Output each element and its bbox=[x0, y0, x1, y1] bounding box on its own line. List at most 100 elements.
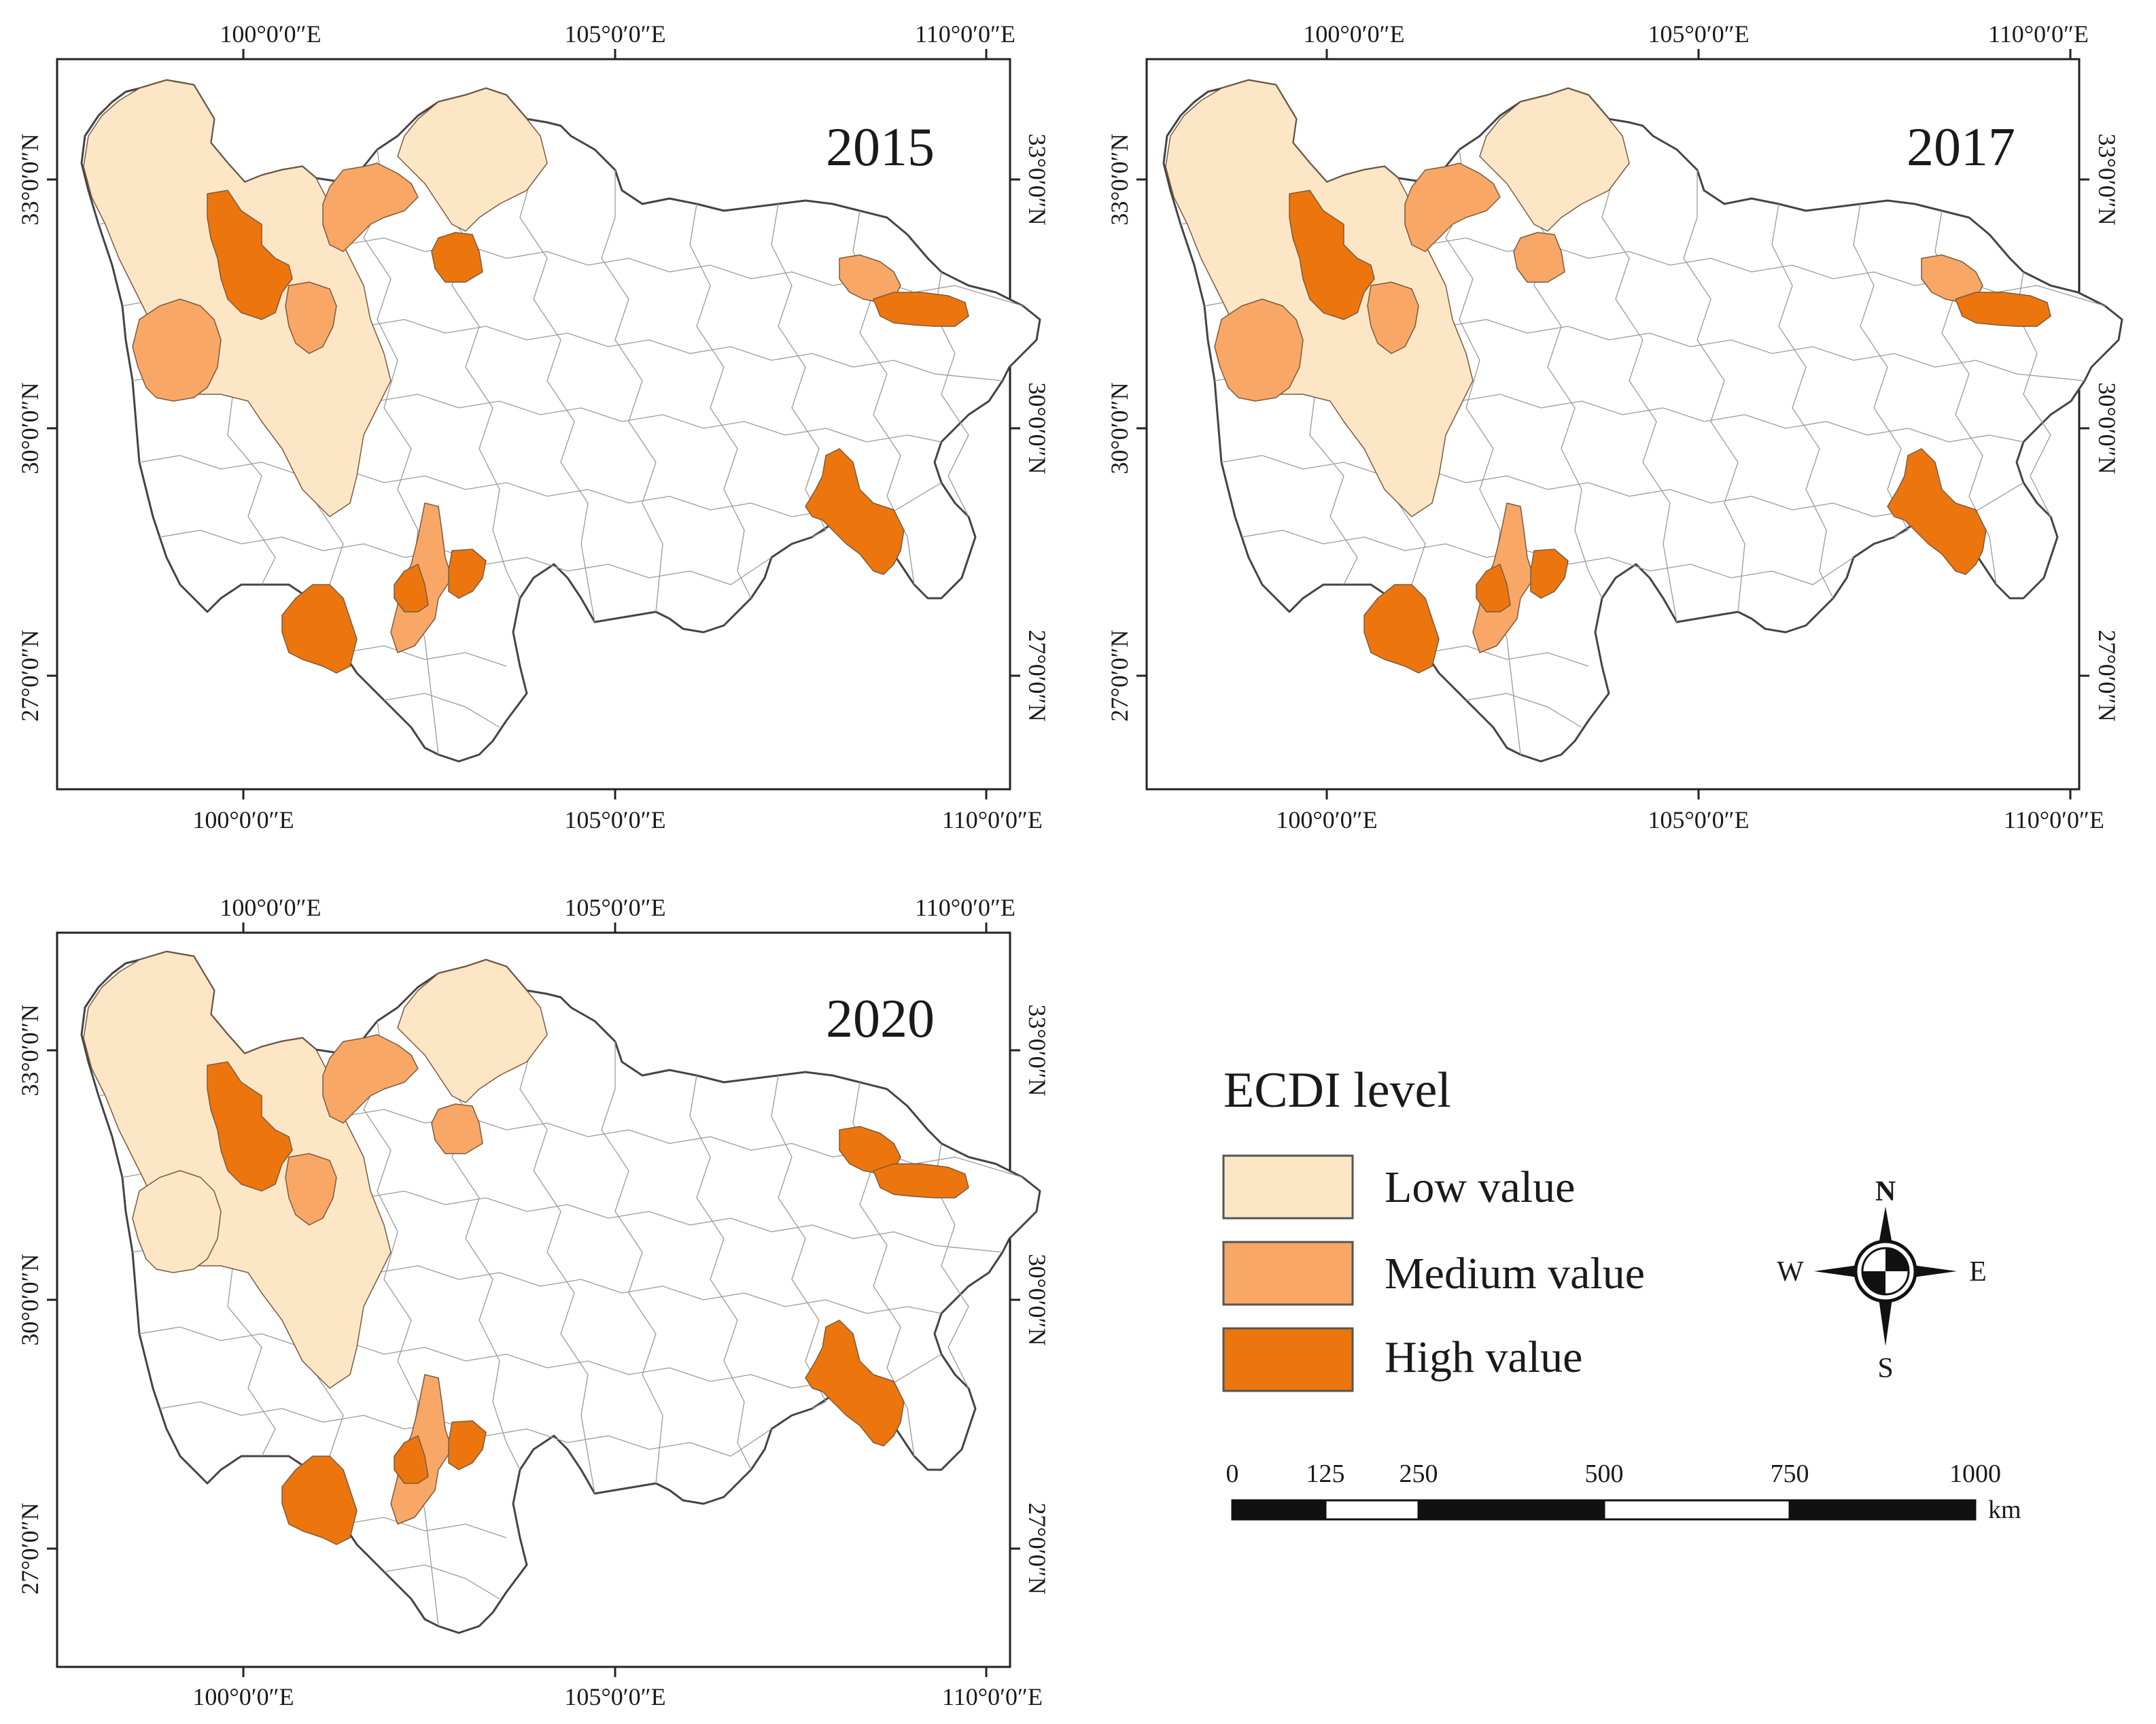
bottom-lon-label: 105°0′0″E bbox=[564, 1683, 665, 1710]
map-2020: 100°0′0″E 105°0′0″E 110°0′0″E 100°0′0″E … bbox=[16, 894, 1051, 1710]
scale-tick-label: 0 bbox=[1226, 1460, 1239, 1488]
legend-swatch-medium bbox=[1222, 1241, 1354, 1306]
county-region-high bbox=[448, 1420, 487, 1470]
top-lon-label: 100°0′0″E bbox=[1303, 20, 1404, 48]
compass-label-w: W bbox=[1777, 1256, 1804, 1288]
compass-quadrant bbox=[1885, 1248, 1909, 1271]
county-region-high bbox=[207, 190, 293, 320]
right-lat-label: 30°0′0″N bbox=[2093, 382, 2121, 474]
scale-segment bbox=[1324, 1499, 1420, 1521]
county-region-medium bbox=[285, 1153, 337, 1226]
left-lat-label: 27°0′0″N bbox=[16, 1502, 44, 1594]
county-region-high bbox=[394, 564, 429, 613]
county-region-high bbox=[1289, 190, 1375, 320]
axis-ticks bbox=[47, 923, 1020, 1677]
bottom-lon-label: 105°0′0″E bbox=[1648, 806, 1749, 833]
county-region-high bbox=[805, 448, 905, 575]
scale-unit: km bbox=[1988, 1496, 2021, 1524]
right-lat-label: 33°0′0″N bbox=[1024, 133, 1051, 225]
county-region-high bbox=[1887, 448, 1987, 575]
legend-label-medium: Medium value bbox=[1385, 1249, 1645, 1298]
scale-tick-label: 750 bbox=[1771, 1460, 1809, 1488]
bottom-lon-label: 110°0′0″E bbox=[942, 806, 1043, 833]
bottom-lon-label: 100°0′0″E bbox=[192, 1683, 294, 1710]
map-2017: 100°0′0″E 105°0′0″E 110°0′0″E 100°0′0″E … bbox=[1106, 20, 2123, 833]
county-region-medium bbox=[431, 1103, 483, 1154]
left-lat-label: 27°0′0″N bbox=[16, 630, 44, 721]
north-arrow: N S W E bbox=[1777, 1176, 1987, 1384]
county-region-high bbox=[448, 549, 487, 599]
legend-label-low: Low value bbox=[1385, 1162, 1575, 1212]
compass-east-point bbox=[1913, 1265, 1957, 1277]
left-lat-label: 33°0′0″N bbox=[16, 1004, 44, 1096]
compass-inner-ring bbox=[1861, 1247, 1910, 1296]
county-region-medium bbox=[1513, 232, 1565, 283]
top-lon-label: 105°0′0″E bbox=[1648, 20, 1749, 48]
county-region-medium bbox=[322, 162, 419, 252]
county-region-medium bbox=[1404, 162, 1501, 252]
scale-bar: 0 125 250 500 750 1000 km bbox=[1226, 1460, 2021, 1524]
left-lat-label: 30°0′0″N bbox=[16, 1254, 44, 1345]
county-region-high bbox=[281, 1455, 358, 1545]
scale-tick-label: 500 bbox=[1585, 1460, 1624, 1488]
bottom-lon-label: 100°0′0″E bbox=[1276, 806, 1377, 833]
scale-segment bbox=[1788, 1499, 1977, 1521]
bottom-lon-label: 110°0′0″E bbox=[942, 1683, 1043, 1710]
county-region-medium bbox=[1214, 298, 1304, 402]
year-label: 2020 bbox=[826, 989, 935, 1049]
compass-south-point bbox=[1879, 1298, 1892, 1346]
top-lon-label: 100°0′0″E bbox=[220, 20, 321, 48]
top-lon-label: 110°0′0″E bbox=[915, 894, 1015, 921]
scale-segment bbox=[1231, 1499, 1327, 1521]
bottom-lon-label: 110°0′0″E bbox=[2004, 806, 2104, 833]
county-region-high bbox=[431, 232, 483, 283]
county-region-low bbox=[1479, 88, 1630, 232]
legend-title: ECDI level bbox=[1223, 1063, 1451, 1118]
scale-tick-label: 125 bbox=[1306, 1460, 1345, 1488]
right-lat-label: 30°0′0″N bbox=[1024, 1254, 1051, 1345]
county-region-high bbox=[1955, 292, 2051, 327]
province-map bbox=[80, 79, 1041, 763]
right-lat-label: 27°0′0″N bbox=[2093, 630, 2121, 721]
county-region-high bbox=[1363, 584, 1440, 674]
compass-west-point bbox=[1814, 1265, 1858, 1277]
county-region-high bbox=[1530, 549, 1569, 599]
legend: ECDI level Low value Medium value High v… bbox=[1222, 1063, 1645, 1392]
year-label: 2015 bbox=[826, 118, 935, 177]
county-region-high bbox=[1476, 564, 1511, 613]
county-region-high bbox=[394, 1435, 429, 1484]
left-lat-label: 30°0′0″N bbox=[1106, 382, 1133, 474]
compass-label-n: N bbox=[1875, 1176, 1896, 1207]
left-lat-label: 33°0′0″N bbox=[16, 133, 44, 225]
county-region-high bbox=[207, 1061, 293, 1192]
left-lat-label: 33°0′0″N bbox=[1106, 133, 1133, 225]
county-region-medium bbox=[132, 298, 222, 402]
county-region-medium bbox=[322, 1034, 419, 1124]
scale-tick-label: 250 bbox=[1399, 1460, 1438, 1488]
county-region-high bbox=[873, 292, 969, 327]
axis-ticks bbox=[1136, 49, 2089, 799]
right-lat-label: 27°0′0″N bbox=[1024, 1502, 1051, 1594]
scale-segment bbox=[1603, 1499, 1791, 1521]
compass-label-e: E bbox=[1969, 1256, 1987, 1288]
top-lon-label: 105°0′0″E bbox=[564, 20, 665, 48]
legend-label-high: High value bbox=[1385, 1332, 1582, 1382]
legend-swatch-low bbox=[1222, 1154, 1354, 1220]
right-lat-label: 30°0′0″N bbox=[1024, 382, 1051, 474]
top-lon-label: 110°0′0″E bbox=[1988, 20, 2089, 48]
county-region-low bbox=[397, 959, 548, 1103]
map-2015: 100°0′0″E 105°0′0″E 110°0′0″E 100°0′0″E … bbox=[16, 20, 1051, 833]
county-region-high bbox=[281, 584, 358, 674]
scale-segment bbox=[1417, 1499, 1605, 1521]
province-map bbox=[1162, 79, 2123, 763]
bottom-lon-label: 100°0′0″E bbox=[192, 806, 294, 833]
county-region-high bbox=[805, 1320, 905, 1447]
county-region-low bbox=[132, 1170, 222, 1273]
axis-ticks bbox=[47, 49, 1020, 799]
county-region-medium bbox=[285, 281, 337, 354]
year-label: 2017 bbox=[1907, 118, 2015, 177]
right-lat-label: 33°0′0″N bbox=[2093, 133, 2121, 225]
left-lat-label: 30°0′0″N bbox=[16, 382, 44, 474]
top-lon-label: 105°0′0″E bbox=[564, 894, 665, 921]
